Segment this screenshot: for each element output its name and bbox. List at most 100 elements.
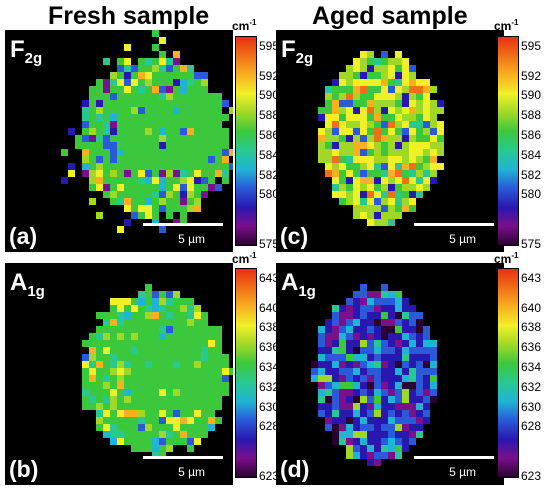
map-pixel (215, 340, 222, 347)
map-pixel (145, 93, 152, 100)
map-pixel (409, 354, 416, 361)
map-pixel (173, 424, 180, 431)
map-pixel (395, 452, 402, 459)
map-pixel (353, 65, 360, 72)
map-pixel (180, 396, 187, 403)
map-pixel (131, 424, 138, 431)
map-pixel (96, 177, 103, 184)
map-pixel (416, 156, 423, 163)
map-pixel (166, 347, 173, 354)
map-pixel (117, 382, 124, 389)
map-pixel (339, 191, 346, 198)
map-pixel (388, 305, 395, 312)
map-pixel (367, 86, 374, 93)
map-pixel (131, 163, 138, 170)
map-pixel (395, 291, 402, 298)
map-pixel (374, 424, 381, 431)
map-pixel (159, 156, 166, 163)
map-pixel (138, 382, 145, 389)
map-pixel (388, 403, 395, 410)
map-pixel (437, 135, 444, 142)
map-pixel (222, 163, 229, 170)
map-pixel (381, 368, 388, 375)
map-pixel (353, 431, 360, 438)
map-pixel (402, 79, 409, 86)
map-pixel (201, 107, 208, 114)
map-pixel (325, 163, 332, 170)
map-pixel (138, 445, 145, 452)
map-pixel (117, 375, 124, 382)
map-pixel (388, 382, 395, 389)
map-pixel (430, 177, 437, 184)
map-pixel (437, 128, 444, 135)
map-pixel (159, 121, 166, 128)
map-pixel (409, 177, 416, 184)
map-pixel (152, 72, 159, 79)
map-pixel (360, 212, 367, 219)
map-pixel (138, 121, 145, 128)
map-pixel (89, 156, 96, 163)
map-pixel (166, 410, 173, 417)
map-pixel (353, 403, 360, 410)
map-pixel (409, 382, 416, 389)
map-pixel (89, 170, 96, 177)
map-pixel (173, 417, 180, 424)
map-pixel (138, 312, 145, 319)
map-pixel (353, 361, 360, 368)
map-pixel (367, 135, 374, 142)
map-pixel (360, 184, 367, 191)
map-pixel (145, 58, 152, 65)
map-pixel (339, 424, 346, 431)
map-pixel (159, 128, 166, 135)
map-pixel (180, 361, 187, 368)
map-pixel (124, 375, 131, 382)
map-pixel (353, 340, 360, 347)
map-pixel (180, 326, 187, 333)
map-pixel (339, 375, 346, 382)
map-pixel (110, 333, 117, 340)
map-pixel (173, 93, 180, 100)
map-pixel (402, 65, 409, 72)
map-pixel (194, 389, 201, 396)
map-pixel (124, 389, 131, 396)
map-pixel (82, 170, 89, 177)
map-pixel (145, 205, 152, 212)
map-pixel (131, 142, 138, 149)
map-pixel (103, 170, 110, 177)
map-pixel (173, 431, 180, 438)
map-pixel (110, 163, 117, 170)
map-pixel (367, 58, 374, 65)
map-pixel (388, 312, 395, 319)
map-pixel (166, 396, 173, 403)
map-pixel (138, 58, 145, 65)
map-pixel (138, 424, 145, 431)
map-pixel (423, 121, 430, 128)
map-pixel (215, 417, 222, 424)
map-pixel (339, 389, 346, 396)
map-pixel (152, 114, 159, 121)
map-pixel (339, 149, 346, 156)
map-pixel (166, 212, 173, 219)
map-pixel (124, 170, 131, 177)
map-pixel (103, 142, 110, 149)
map-pixel (381, 452, 388, 459)
map-pixel (166, 354, 173, 361)
map-pixel (201, 319, 208, 326)
map-pixel (89, 354, 96, 361)
map-pixel (388, 198, 395, 205)
map-pixel (138, 177, 145, 184)
map-pixel (124, 340, 131, 347)
map-pixel (173, 107, 180, 114)
map-pixel (208, 107, 215, 114)
map-pixel (117, 86, 124, 93)
map-pixel (166, 375, 173, 382)
map-pixel (332, 319, 339, 326)
scale-bar-d (414, 456, 494, 459)
map-pixel (138, 326, 145, 333)
map-pixel (208, 424, 215, 431)
map-pixel (173, 65, 180, 72)
map-pixel (131, 312, 138, 319)
map-pixel (353, 312, 360, 319)
map-pixel (409, 149, 416, 156)
map-pixel (381, 51, 388, 58)
